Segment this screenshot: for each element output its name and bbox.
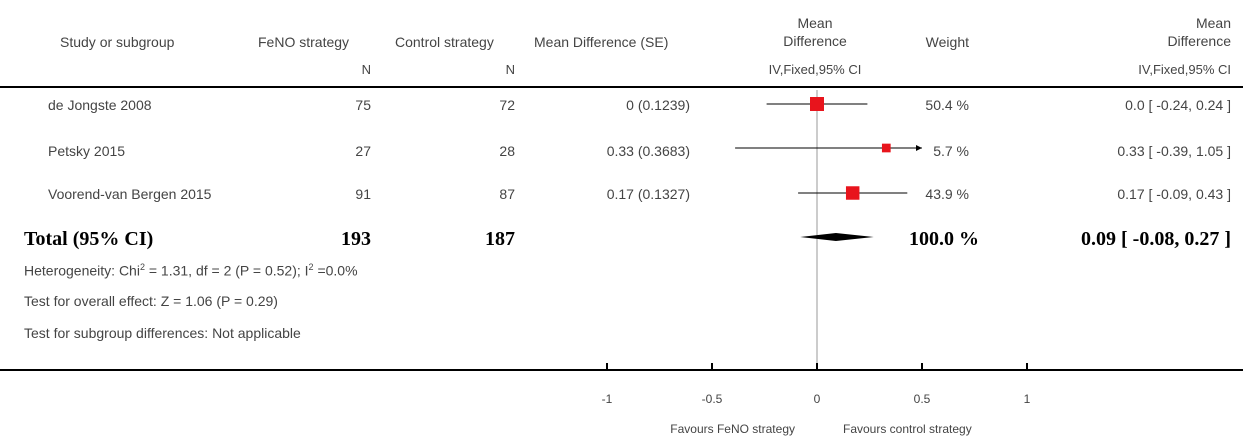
study-marker: [810, 97, 824, 111]
ci-arrow: [916, 145, 922, 151]
total-n2: 187: [485, 228, 515, 250]
overall-effect-note: Test for overall effect: Z = 1.06 (P = 0…: [24, 293, 278, 309]
study-marker: [881, 143, 891, 153]
study-weight: 50.4 %: [925, 97, 969, 113]
study-md-se: 0.17 (0.1327): [606, 186, 690, 202]
axis-tick-label: 0: [814, 392, 821, 406]
total-n1: 193: [341, 228, 371, 250]
header-group2: Control strategy: [395, 34, 494, 50]
header-rule: [0, 86, 1243, 88]
favours-left: Favours FeNO strategy: [670, 422, 795, 436]
favours-right: Favours control strategy: [843, 422, 972, 436]
header-weight: Weight: [925, 34, 969, 50]
study-n2: 72: [499, 97, 515, 113]
subgroup-note: Test for subgroup differences: Not appli…: [24, 325, 301, 341]
pooled-diamond: [800, 233, 874, 241]
heterogeneity-note: Heterogeneity: Chi2 = 1.31, df = 2 (P = …: [24, 262, 358, 279]
total-weight: 100.0 %: [909, 228, 979, 250]
header-study: Study or subgroup: [60, 34, 175, 50]
axis-tick-label: 1: [1024, 392, 1031, 406]
header-est-title-1: Mean: [1195, 15, 1231, 31]
header-md-se: Mean Difference (SE): [534, 34, 669, 50]
study-n2: 87: [499, 186, 515, 202]
study-estimate: 0.0 [ -0.24, 0.24 ]: [1125, 97, 1231, 113]
total-estimate: 0.09 [ -0.08, 0.27 ]: [1081, 228, 1231, 250]
study-estimate: 0.17 [ -0.09, 0.43 ]: [1117, 186, 1231, 202]
axis-tick-label: 0.5: [914, 392, 931, 406]
study-marker: [845, 186, 860, 200]
study-n1: 27: [355, 143, 371, 159]
study-n1: 75: [355, 97, 371, 113]
bottom-rule: [0, 369, 1243, 371]
study-weight: 5.7 %: [933, 143, 969, 159]
axis-tick-label: -0.5: [702, 392, 723, 406]
study-name: de Jongste 2008: [48, 97, 152, 113]
header-plot-title-1: Mean: [797, 15, 833, 31]
study-name: Petsky 2015: [48, 143, 126, 159]
study-md-se: 0.33 (0.3683): [606, 143, 690, 159]
study-n2: 28: [499, 143, 515, 159]
axis-tick-label: -1: [602, 392, 613, 406]
header-n2: N: [505, 62, 515, 77]
study-md-se: 0 (0.1239): [626, 97, 690, 113]
header-group1: FeNO strategy: [258, 34, 350, 50]
header-n1: N: [361, 62, 371, 77]
total-label: Total (95% CI): [24, 228, 154, 250]
header-est-method: IV,Fixed,95% CI: [1138, 62, 1231, 77]
study-weight: 43.9 %: [925, 186, 969, 202]
study-estimate: 0.33 [ -0.39, 1.05 ]: [1117, 143, 1231, 159]
header-plot-title-2: Difference: [783, 33, 847, 49]
header-est-title-2: Difference: [1167, 33, 1231, 49]
study-n1: 91: [355, 186, 371, 202]
header-plot-method: IV,Fixed,95% CI: [768, 62, 862, 77]
study-name: Voorend-van Bergen 2015: [48, 186, 212, 202]
